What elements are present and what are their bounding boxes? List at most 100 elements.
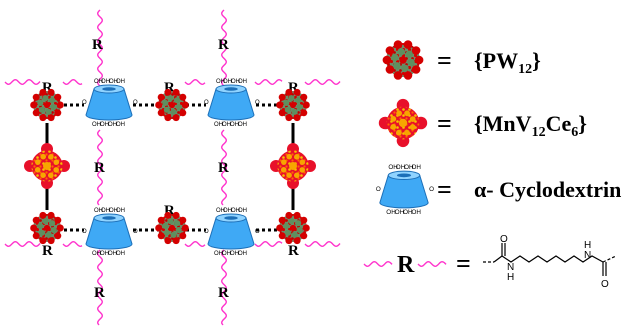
network-diagram: R R R R R R R R R R R R xyxy=(4,9,341,326)
mnv12ce6-cluster-icon xyxy=(270,143,316,189)
oh-label: OH xyxy=(223,79,232,85)
wavy-line-row2-b xyxy=(184,240,206,248)
wavy-line-row1-a xyxy=(62,78,83,86)
oh-label: OH xyxy=(116,251,125,257)
network-pw-clusters xyxy=(30,88,310,245)
oh-label: OH xyxy=(222,251,231,257)
o-label: O xyxy=(133,100,138,106)
oh-label: OH xyxy=(214,251,223,257)
wavy-line-row1-right xyxy=(304,78,341,86)
o-label: O xyxy=(204,229,209,235)
legend-wavy-right xyxy=(417,260,447,268)
legend-wavy-left xyxy=(363,260,393,268)
cyclodextrin-label: α- Cyclodextrin xyxy=(474,177,621,202)
equals-sign: = xyxy=(437,175,452,204)
r-label: R xyxy=(42,243,53,259)
oh-label: OH xyxy=(109,208,118,214)
o-label: O xyxy=(82,229,87,235)
oh-label: OH xyxy=(109,79,118,85)
o-label: O xyxy=(255,229,260,235)
wavy-line-top-right xyxy=(220,9,228,90)
pw12-cluster-icon xyxy=(155,88,189,122)
wavy-line-bottom-left xyxy=(96,249,104,326)
oh-label: OH xyxy=(116,79,125,85)
oh-label: OH xyxy=(216,79,225,85)
pw12-cluster-icon xyxy=(155,211,189,245)
legend-item-pw12: = {PW12} xyxy=(382,40,541,80)
r-label: R xyxy=(164,80,175,96)
oh-label: OH xyxy=(214,122,223,128)
o-label: O xyxy=(255,100,260,106)
oh-label: OH xyxy=(92,251,101,257)
mnv12ce6-formula: {MnV12Ce6} xyxy=(474,111,587,140)
pw12-cluster-icon xyxy=(276,88,310,122)
pw12-cluster-icon xyxy=(276,211,310,245)
r-label: R xyxy=(288,80,299,96)
equals-sign: = xyxy=(437,46,452,75)
oh-label: OH xyxy=(238,208,247,214)
solid-bonds xyxy=(45,123,295,210)
wavy-line-row2-a xyxy=(62,240,83,248)
r-label: R xyxy=(92,37,103,53)
o-label: O xyxy=(133,229,138,235)
oh-label: OH xyxy=(116,122,125,128)
atom-n-label: N xyxy=(507,262,514,273)
oh-label: OH xyxy=(108,122,117,128)
r-label: R xyxy=(218,160,229,176)
oh-label: OH xyxy=(388,164,398,171)
r-label: R xyxy=(397,252,415,278)
o-label: O xyxy=(82,100,87,106)
legend-item-mnv12ce6: = {MnV12Ce6} xyxy=(378,98,587,148)
r-label: R xyxy=(288,243,299,259)
mnv12ce6-cluster-icon xyxy=(24,143,70,189)
oh-label: OH xyxy=(101,79,110,85)
oh-label: OH xyxy=(94,208,103,214)
wavy-line-row2-left xyxy=(4,240,41,248)
pw12-formula: {PW12} xyxy=(474,48,541,77)
oh-label: OH xyxy=(404,164,414,171)
equals-sign: = xyxy=(456,249,471,278)
atom-o-label: O xyxy=(500,234,508,245)
oh-label: OH xyxy=(223,208,232,214)
oh-label: OH xyxy=(238,122,247,128)
oh-label: OH xyxy=(238,251,247,257)
oh-label: OH xyxy=(100,122,109,128)
oh-label: OH xyxy=(412,209,422,216)
oh-label: OH xyxy=(230,251,239,257)
wavy-line-row1-c xyxy=(254,78,283,86)
atom-o-label: O xyxy=(601,279,609,290)
o-label: O xyxy=(429,186,434,193)
oh-label: OH xyxy=(94,79,103,85)
pw12-cluster-icon xyxy=(30,211,64,245)
r-label: R xyxy=(94,160,105,176)
oh-label: OH xyxy=(92,122,101,128)
legend-item-linker: R = O N H H N O xyxy=(363,234,617,290)
oh-label: OH xyxy=(222,122,231,128)
o-label: O xyxy=(204,100,209,106)
network-r-labels: R R R R R R R R R R R R xyxy=(42,37,299,301)
wavy-line-row2-c xyxy=(254,240,283,248)
oh-label: OH xyxy=(403,209,413,216)
oh-label: OH xyxy=(231,79,240,85)
wavy-line-bottom-right xyxy=(220,249,228,326)
r-label: R xyxy=(218,285,229,301)
wavy-line-mid-left xyxy=(96,129,104,206)
oh-label: OH xyxy=(238,79,247,85)
oh-label: OH xyxy=(101,208,110,214)
atom-n-label: N xyxy=(584,250,591,261)
oh-label: OH xyxy=(231,208,240,214)
oh-label: OH xyxy=(230,122,239,128)
atom-h-label: H xyxy=(507,272,514,283)
atom-h-label: H xyxy=(584,240,591,251)
pw12-cluster-icon xyxy=(382,40,424,80)
vertical-linker-lines xyxy=(96,9,228,326)
